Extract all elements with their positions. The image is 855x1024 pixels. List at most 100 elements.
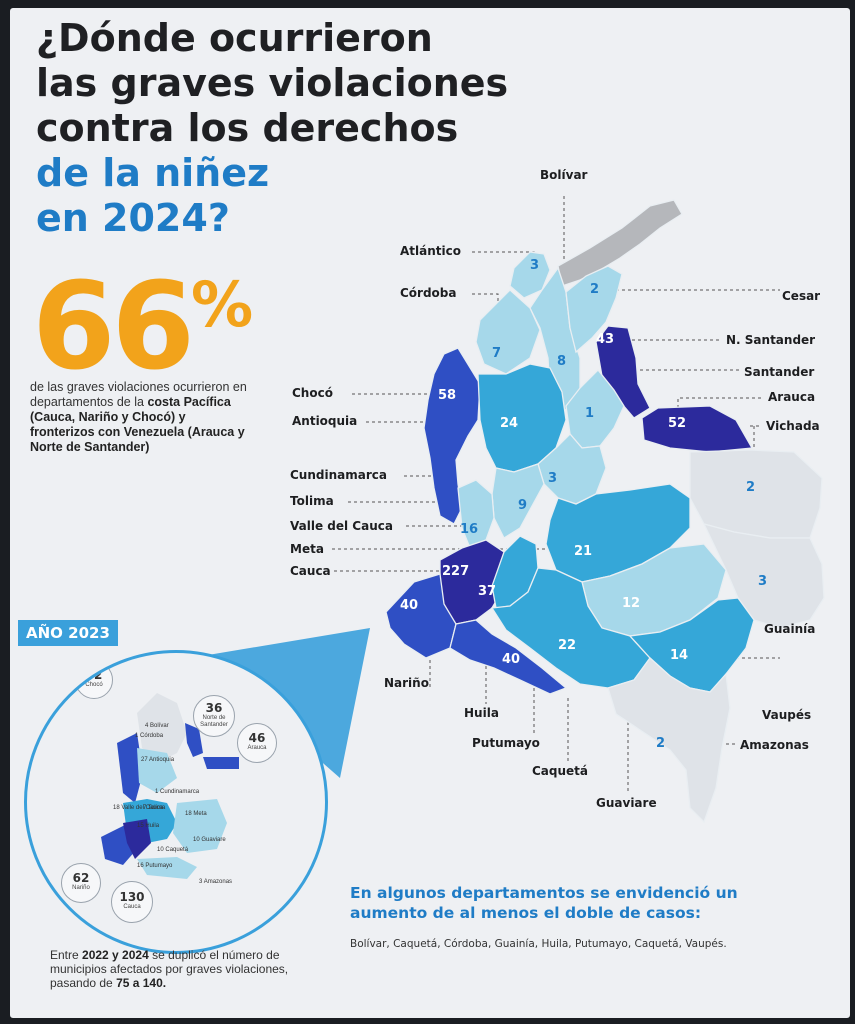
footnote: Entre 2022 y 2024 se duplicó el número d… <box>50 948 290 990</box>
label-nsantander: N. Santander <box>726 333 816 347</box>
region-cundinamarca <box>537 433 607 505</box>
value-guainia: 3 <box>758 574 768 589</box>
inset-small-cundinamarca: 1 Cundinamarca <box>155 789 200 795</box>
bubble-arauca-2023: 46 Arauca <box>237 723 277 763</box>
value-santander: 1 <box>585 406 595 421</box>
value-huila: 37 <box>478 584 497 599</box>
label-santander: Santander <box>744 365 815 379</box>
inset-small-antioquia: 27 Antioquia <box>141 757 175 763</box>
value-cundinamarca: 3 <box>548 471 558 486</box>
year-2023-badge: AÑO 2023 <box>18 620 118 646</box>
value-atlantico: 3 <box>530 258 540 273</box>
infographic-poster: ¿Dónde ocurrieron las graves violaciones… <box>10 8 850 1018</box>
value-vaupes: 14 <box>670 648 689 663</box>
bubble-narino-value: 62 <box>72 871 90 885</box>
label-vichada: Vichada <box>766 419 820 433</box>
inset-small-valle: 18 Valle del Cauca <box>113 805 163 811</box>
title-line-2: las graves violaciones <box>36 61 509 105</box>
inset-region-meta <box>173 799 227 853</box>
highlight-description: de las graves violaciones ocurrieron en … <box>30 380 250 455</box>
bubble-arauca-value: 46 <box>248 731 266 745</box>
label-meta: Meta <box>290 542 324 556</box>
inset-region-north <box>137 693 187 763</box>
value-guaviare: 12 <box>622 596 641 611</box>
label-putumayo: Putumayo <box>472 736 540 750</box>
label-antioquia: Antioquia <box>292 414 358 428</box>
inset-small-tolima: 7 Tolima <box>143 805 166 811</box>
title-line-5: en 2024? <box>36 196 230 240</box>
inset-region-antioquia <box>137 748 177 793</box>
bubble-cauca-label: Cauca <box>123 904 141 910</box>
bubble-cauca-value: 130 <box>119 890 145 904</box>
region-guainia <box>702 523 825 629</box>
inset-region-south <box>137 857 197 879</box>
value-valle: 16 <box>460 522 479 537</box>
inset-small-guaviare: 10 Guaviare <box>193 837 226 843</box>
value-caqueta: 22 <box>558 638 577 653</box>
region-cordoba <box>475 289 541 375</box>
label-cauca: Cauca <box>290 564 331 578</box>
label-vaupes: Vaupés <box>762 708 812 722</box>
value-narino: 40 <box>400 598 419 613</box>
region-putumayo <box>449 619 568 695</box>
bubble-narino-label: Nariño <box>72 885 90 891</box>
label-guaviare: Guaviare <box>596 796 657 810</box>
title-line-3: contra los derechos <box>36 106 459 150</box>
title-line-1: ¿Dónde ocurrieron <box>36 16 433 60</box>
highlight-text: de las graves violaciones ocurrieron en … <box>30 380 247 409</box>
footnote-text-1: Entre <box>50 948 83 962</box>
region-valle <box>457 479 495 549</box>
inset-map-shapes <box>101 693 239 879</box>
label-atlantico: Atlántico <box>400 244 461 258</box>
inset-region-nsantander <box>185 723 203 757</box>
increase-list: Bolívar, Caquetá, Córdoba, Guainía, Huil… <box>350 938 727 950</box>
inset-map-2023: 52 Chocó 36 Norte de Santander 46 Arauca… <box>24 650 328 954</box>
value-cauca: 227 <box>442 564 470 579</box>
bubble-choco-value: 52 <box>85 668 103 682</box>
region-cesar <box>565 265 623 354</box>
highlight-text-bold: costa Pacífica (Cauca, Nariño y Chocó) y… <box>30 395 245 454</box>
leader-cordoba <box>472 293 499 342</box>
label-bolivar: Bolívar <box>540 168 588 182</box>
label-narino: Nariño <box>384 676 429 690</box>
inset-small-meta: 18 Meta <box>185 811 207 817</box>
value-choco: 58 <box>438 388 457 403</box>
bubble-choco-2023: 52 Chocó <box>75 661 113 699</box>
inset-region-arauca <box>203 757 239 769</box>
highlight-symbol: % <box>191 268 253 341</box>
value-vichada: 2 <box>746 480 756 495</box>
bubble-arauca-label: Arauca <box>247 745 267 751</box>
label-guainia: Guainía <box>764 622 816 636</box>
value-amazonas: 2 <box>656 736 666 751</box>
inset-small-putumayo: 16 Putumayo <box>137 863 173 869</box>
label-cesar: Cesar <box>782 289 821 303</box>
value-putumayo: 40 <box>502 652 521 667</box>
inset-small-caqueta: 10 Caquetá <box>157 847 189 853</box>
inset-small-cordoba: 1 Córdoba <box>135 733 164 739</box>
label-choco: Chocó <box>292 386 333 400</box>
value-cesar: 2 <box>590 282 600 297</box>
value-nsantander: 43 <box>596 332 615 347</box>
inset-region-choco <box>117 733 143 803</box>
label-amazonas: Amazonas <box>740 738 809 752</box>
label-caqueta: Caquetá <box>532 764 589 778</box>
increase-heading: En algunos departamentos se envidenció u… <box>350 884 738 922</box>
label-arauca: Arauca <box>768 390 816 404</box>
inset-small-huila: 15 Huila <box>137 823 160 829</box>
bubble-choco-label: Chocó <box>85 682 103 688</box>
region-amazonas <box>607 657 731 824</box>
leader-arauca <box>677 397 762 408</box>
bubble-nsantander-label: Norte de Santander <box>200 715 228 728</box>
inset-region-cauca <box>123 819 151 859</box>
value-tolima: 9 <box>518 498 528 513</box>
bubble-nsantander-value: 36 <box>205 701 223 715</box>
region-arauca <box>641 405 754 453</box>
inset-small-bolivar: 4 Bolívar <box>145 723 169 729</box>
value-antioquia: 24 <box>500 416 519 431</box>
value-arauca: 52 <box>668 416 687 431</box>
bubble-narino-2023: 62 Nariño <box>61 863 101 903</box>
label-tolima: Tolima <box>290 494 334 508</box>
label-valle: Valle del Cauca <box>290 519 393 533</box>
title-line-4: de la niñez <box>36 151 270 195</box>
label-cundinamarca: Cundinamarca <box>290 468 387 482</box>
